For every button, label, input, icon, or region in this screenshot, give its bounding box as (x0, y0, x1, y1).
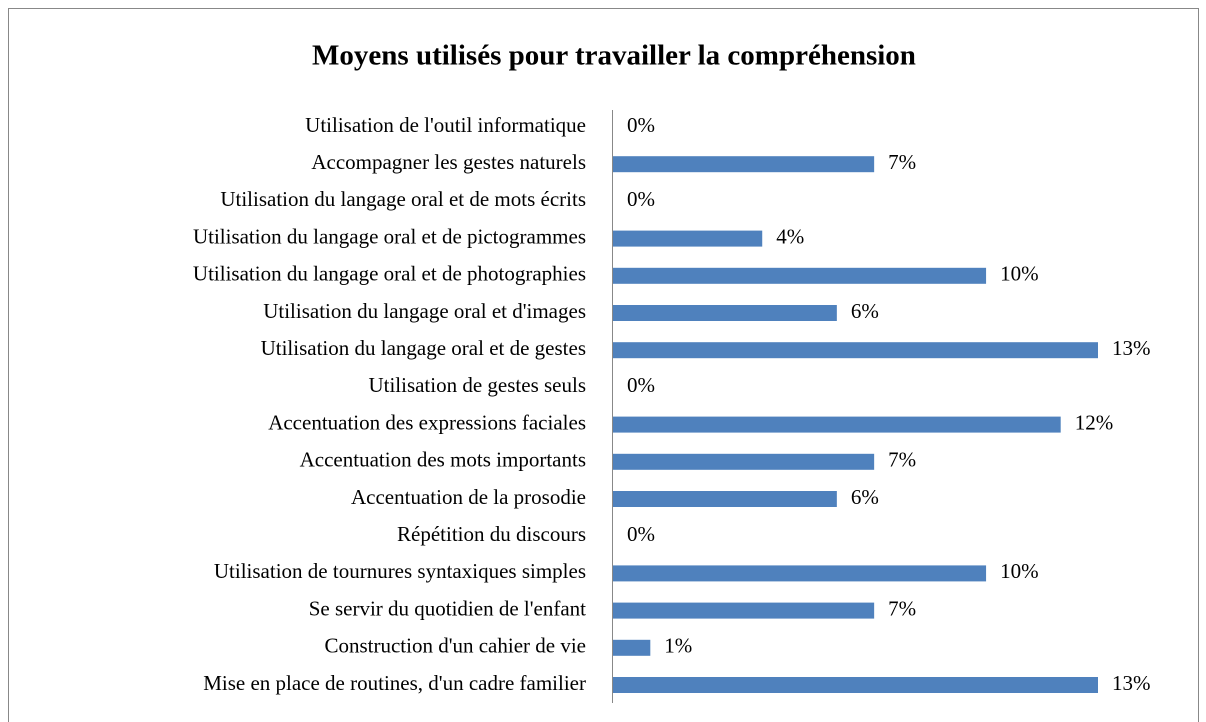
bar (613, 677, 1098, 693)
bar (613, 416, 1061, 433)
data-label: 13% (1112, 671, 1151, 695)
category-label: Mise en place de routines, d'un cadre fa… (203, 671, 586, 695)
category-label: Accompagner les gestes naturels (311, 150, 586, 174)
data-label: 0% (627, 187, 655, 211)
data-label: 4% (776, 224, 804, 248)
data-label: 0% (627, 113, 655, 137)
data-label: 13% (1112, 336, 1151, 360)
category-label: Utilisation de gestes seuls (368, 373, 586, 397)
data-label: 7% (888, 150, 916, 174)
category-label: Accentuation des mots importants (300, 448, 586, 472)
category-label: Accentuation des expressions faciales (268, 410, 586, 434)
bar (613, 342, 1098, 359)
bar (613, 305, 837, 321)
category-label: Se servir du quotidien de l'enfant (309, 596, 586, 620)
category-label: Utilisation du langage oral et de gestes (261, 336, 586, 360)
chart-title: Moyens utilisés pour travailler la compr… (312, 40, 916, 72)
bar (613, 453, 875, 470)
data-label: 7% (888, 448, 916, 472)
data-label: 10% (1000, 262, 1039, 286)
bar (613, 156, 875, 173)
bar (613, 639, 651, 656)
category-label: Accentuation de la prosodie (351, 485, 586, 509)
category-label: Construction d'un cahier de vie (324, 634, 586, 658)
chart-frame (8, 8, 1199, 722)
category-label: Répétition du discours (397, 522, 586, 546)
data-label: 10% (1000, 559, 1039, 583)
data-label: 6% (851, 485, 879, 509)
data-label: 0% (627, 373, 655, 397)
data-label: 6% (851, 299, 879, 323)
bar (613, 491, 837, 507)
bar (613, 230, 763, 247)
category-label: Utilisation du langage oral et de pictog… (193, 224, 586, 248)
category-label: Utilisation du langage oral et de photog… (193, 262, 586, 286)
data-label: 12% (1075, 410, 1114, 434)
bar (613, 267, 987, 284)
category-label: Utilisation de l'outil informatique (305, 113, 586, 137)
data-label: 1% (664, 634, 692, 658)
category-label: Utilisation du langage oral et d'images (263, 299, 586, 323)
data-label: 0% (627, 522, 655, 546)
category-label: Utilisation du langage oral et de mots é… (220, 187, 586, 211)
category-label: Utilisation de tournures syntaxiques sim… (214, 559, 586, 583)
bar (613, 602, 875, 619)
data-label: 7% (888, 596, 916, 620)
bar (613, 565, 987, 582)
